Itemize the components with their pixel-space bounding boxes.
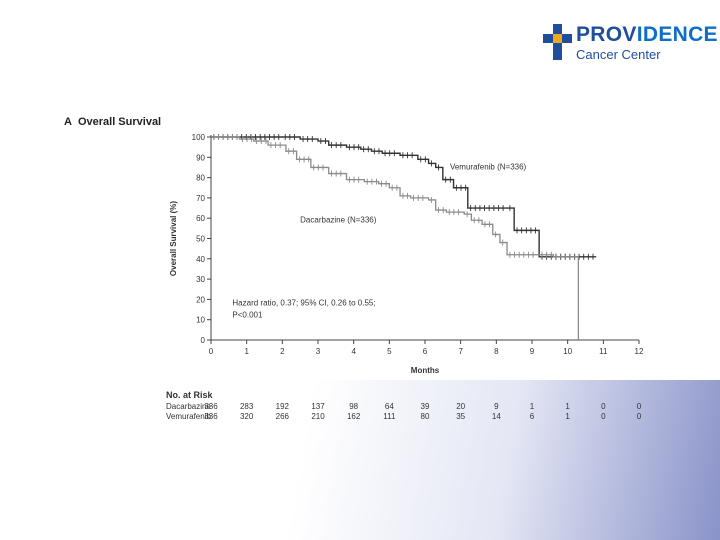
x-tick-label: 5 xyxy=(387,347,392,356)
risk-cell: 6 xyxy=(529,412,535,421)
y-tick-label: 80 xyxy=(196,174,205,183)
providence-logo: PROVIDENCE Cancer Center xyxy=(543,22,718,66)
y-tick-label: 40 xyxy=(196,255,205,264)
x-tick-label: 12 xyxy=(635,347,644,356)
x-tick-label: 11 xyxy=(599,347,608,356)
risk-cell: 64 xyxy=(384,402,394,411)
x-tick-label: 4 xyxy=(351,347,356,356)
x-tick-label: 8 xyxy=(494,347,499,356)
y-axis-title: Overall Survival (%) xyxy=(169,201,178,276)
x-tick-label: 10 xyxy=(563,347,572,356)
y-tick-label: 30 xyxy=(196,275,205,284)
logo-subtitle: Cancer Center xyxy=(576,47,661,62)
chart-series-layer xyxy=(211,134,597,340)
p-value-text: P<0.001 xyxy=(232,311,263,320)
x-tick-label: 0 xyxy=(209,347,214,356)
risk-cell: 336 xyxy=(204,402,218,411)
series-label-dacarbazine: Dacarbazine (N=336) xyxy=(300,215,377,224)
risk-row-label: Vemurafenib xyxy=(166,412,211,421)
x-axis-title: Months xyxy=(411,366,440,375)
y-tick-label: 20 xyxy=(196,295,205,304)
background-gradient xyxy=(0,380,720,540)
logo-name-part1: PROV xyxy=(576,23,637,46)
risk-cell: 0 xyxy=(601,412,606,421)
risk-cell: 192 xyxy=(275,402,289,411)
panel-letter: A xyxy=(64,116,72,128)
x-tick-label: 7 xyxy=(458,347,463,356)
y-tick-label: 70 xyxy=(196,194,205,203)
x-tick-label: 9 xyxy=(530,347,535,356)
risk-cell: 35 xyxy=(456,412,466,421)
chart-labels: Vemurafenib (N=336) Dacarbazine (N=336) Ha… xyxy=(232,162,526,319)
risk-row: Vemurafenib 336 320 266 210 162 111 80 35 14 6 1 0 0 xyxy=(166,412,641,422)
panel-title: A Overall Survival xyxy=(64,116,161,128)
risk-cell: 266 xyxy=(275,412,289,421)
risk-cell: 98 xyxy=(349,402,359,411)
risk-table: No. at Risk Dacarbazine 336 283 192 137 98 64 3… xyxy=(166,390,641,422)
y-tick-label: 60 xyxy=(196,214,205,223)
x-tick-label: 1 xyxy=(244,347,249,356)
y-tick-label: 100 xyxy=(192,133,206,142)
risk-cell: 162 xyxy=(346,412,361,421)
series-line-vemurafenib xyxy=(211,136,597,258)
risk-cell: 0 xyxy=(601,402,606,411)
risk-cell: 137 xyxy=(311,402,325,411)
y-tick-label: 10 xyxy=(196,316,205,325)
risk-cell: 283 xyxy=(239,402,254,411)
risk-cell: 0 xyxy=(636,402,642,411)
x-tick-label: 6 xyxy=(423,347,428,356)
cross-icon xyxy=(543,24,572,60)
x-tick-label: 3 xyxy=(316,347,321,356)
x-tick-label: 2 xyxy=(280,347,285,356)
panel-title-text: Overall Survival xyxy=(77,116,162,128)
series-line-dacarbazine xyxy=(211,136,580,340)
risk-cell: 20 xyxy=(456,402,466,411)
logo-name: PROVIDENCE xyxy=(576,23,718,47)
risk-cell: 80 xyxy=(420,412,430,421)
hazard-ratio-text: Hazard ratio, 0.37; 95% CI, 0.26 to 0.55… xyxy=(232,298,375,307)
risk-row: Dacarbazine 336 283 192 137 98 64 39 20 9 1 1 0 0 xyxy=(166,402,641,412)
risk-cell: 210 xyxy=(311,412,325,421)
y-tick-label: 0 xyxy=(201,336,206,345)
risk-cell: 111 xyxy=(383,412,396,421)
logo-name-part2: IDENCE xyxy=(636,23,718,46)
y-tick-label: 50 xyxy=(196,235,205,244)
risk-cell: 1 xyxy=(565,402,570,411)
y-tick-label: 90 xyxy=(196,153,205,162)
risk-cell: 0 xyxy=(636,412,642,421)
risk-row-label: Dacarbazine xyxy=(166,402,211,411)
risk-cell: 1 xyxy=(565,412,570,421)
risk-cell: 14 xyxy=(491,412,501,421)
risk-cell: 1 xyxy=(529,402,535,411)
series-label-vemurafenib: Vemurafenib (N=336) xyxy=(450,162,527,171)
risk-table-title: No. at Risk xyxy=(166,390,213,400)
risk-cell: 9 xyxy=(494,402,499,411)
risk-cell: 320 xyxy=(239,412,254,421)
risk-cell: 39 xyxy=(420,402,430,411)
risk-cell: 336 xyxy=(204,412,218,421)
